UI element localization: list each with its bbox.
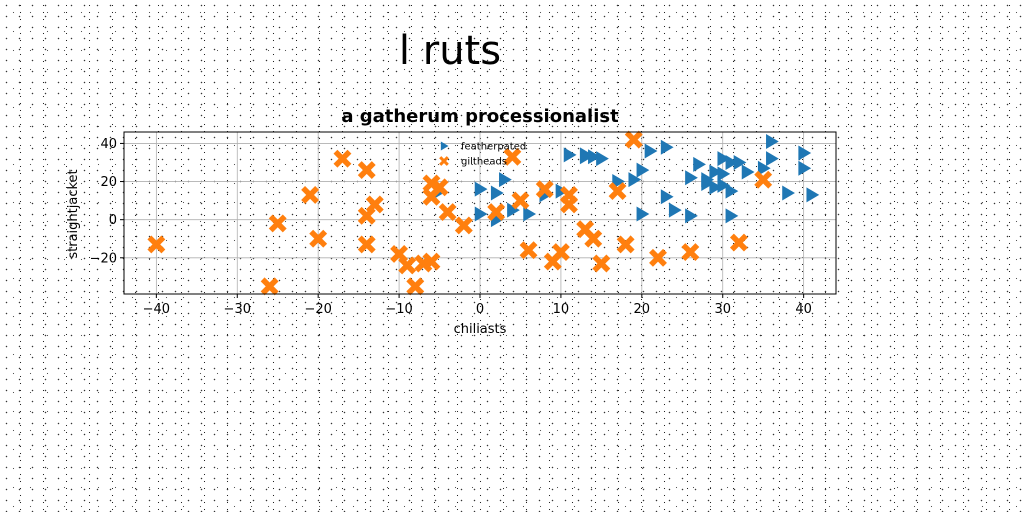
x-marker: [681, 243, 700, 262]
triangle-marker: [660, 139, 674, 155]
data-points: [147, 130, 820, 296]
triangle-marker: [806, 187, 820, 203]
axis-ticks: −40 −30 −20 −10 0 10 20 30 40 −20 0 20 40: [90, 137, 812, 317]
x-tick-label: −40: [143, 302, 170, 317]
triangle-marker: [588, 149, 601, 165]
x-marker: [729, 233, 748, 252]
x-marker: [333, 149, 352, 168]
y-tick-label: 40: [100, 137, 117, 152]
x-tick-label: 10: [553, 302, 570, 317]
triangle-marker: [766, 134, 779, 150]
x-tick-label: 0: [476, 302, 484, 317]
triangle-marker: [798, 145, 812, 161]
x-tick-label: −30: [224, 302, 251, 317]
triangle-marker: [709, 179, 723, 195]
triangle-marker: [733, 154, 747, 170]
x-marker: [608, 182, 627, 201]
x-marker: [503, 147, 522, 166]
triangle-marker: [717, 151, 731, 167]
triangle-marker: [725, 183, 739, 199]
triangle-marker: [798, 160, 812, 176]
x-marker: [430, 178, 449, 197]
x-marker: [535, 180, 554, 199]
triangle-marker: [685, 170, 698, 186]
triangle-marker: [757, 160, 771, 176]
triangle-marker: [717, 166, 731, 182]
triangle-marker: [507, 202, 520, 218]
x-marker: [511, 191, 530, 210]
triangle-marker: [474, 181, 488, 197]
triangle-marker: [579, 149, 593, 165]
y-tick-label: 20: [100, 175, 117, 190]
x-marker: [649, 248, 667, 267]
triangle-marker: [636, 206, 650, 222]
x-marker: [754, 170, 773, 189]
triangle-marker: [523, 206, 537, 222]
triangle-marker: [709, 164, 723, 180]
triangle-marker: [628, 172, 642, 188]
x-marker: [357, 161, 376, 180]
legend-label: featherpated: [461, 142, 526, 153]
x-marker: [624, 130, 643, 149]
x-tick-label: 40: [795, 302, 812, 317]
y-tick-label: 0: [109, 213, 117, 228]
x-marker: [365, 195, 384, 214]
triangle-marker: [766, 151, 779, 167]
triangle-marker: [440, 141, 449, 151]
triangle-marker: [668, 202, 682, 218]
triangle-marker: [725, 208, 739, 224]
x-marker: [584, 229, 603, 248]
x-marker: [268, 214, 287, 233]
x-marker: [454, 216, 473, 235]
x-marker: [357, 235, 376, 254]
triangle-marker: [725, 154, 739, 170]
x-tick-label: −10: [385, 302, 412, 317]
x-tick-label: −20: [304, 302, 331, 317]
page-heading: l ruts: [398, 28, 502, 74]
x-marker: [309, 229, 328, 248]
triangle-marker: [782, 185, 795, 201]
x-marker: [560, 195, 578, 214]
triangle-marker: [693, 156, 706, 172]
triangle-marker: [636, 162, 650, 178]
x-tick-label: 20: [634, 302, 651, 317]
x-axis-label: chiliasts: [454, 322, 507, 337]
x-marker: [616, 235, 635, 254]
x-marker: [592, 254, 611, 273]
x-marker: [519, 241, 538, 260]
x-marker: [438, 203, 457, 221]
x-marker: [260, 277, 279, 296]
triangle-marker: [660, 189, 674, 205]
x-marker: [147, 235, 166, 254]
y-tick-label: −20: [90, 251, 117, 266]
triangle-marker: [685, 208, 698, 224]
triangle-marker: [596, 151, 609, 167]
y-axis-label: straightjacket: [66, 169, 81, 258]
triangle-marker: [563, 147, 577, 163]
chart-title: a gatherum processionalist: [341, 106, 619, 127]
x-marker: [422, 252, 441, 271]
triangle-marker: [717, 177, 731, 193]
x-marker: [439, 156, 449, 166]
x-marker: [301, 185, 320, 204]
triangle-marker: [741, 164, 755, 180]
x-tick-label: 30: [714, 302, 731, 317]
legend-label: giltheads: [461, 157, 507, 168]
legend: featherpated giltheads: [439, 141, 526, 168]
x-marker: [551, 243, 570, 262]
triangle-marker: [490, 185, 504, 201]
triangle-marker: [644, 143, 658, 159]
x-marker: [406, 277, 425, 296]
x-marker: [487, 203, 506, 221]
triangle-marker: [474, 206, 488, 222]
x-marker: [398, 256, 417, 275]
triangle-marker: [499, 172, 512, 188]
triangle-marker: [701, 175, 715, 191]
